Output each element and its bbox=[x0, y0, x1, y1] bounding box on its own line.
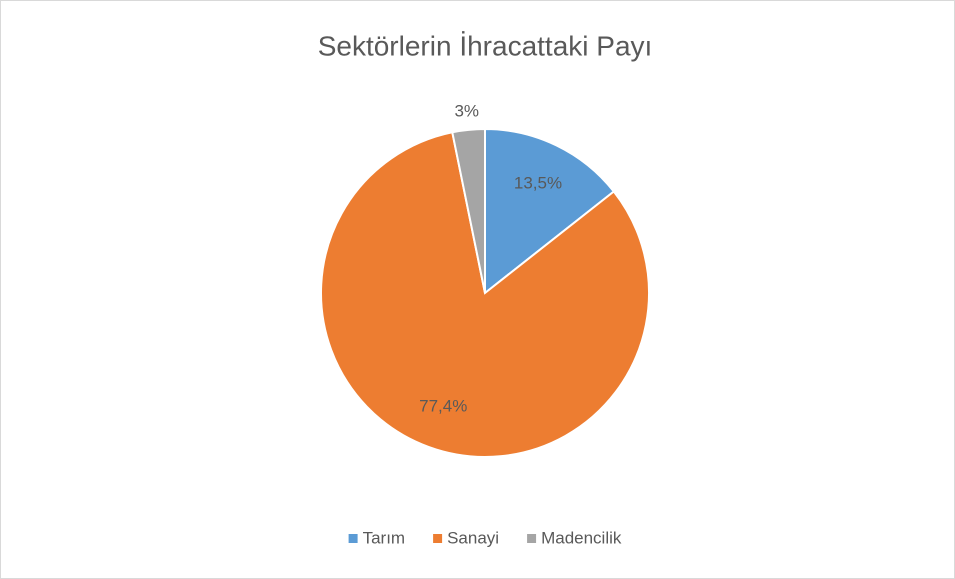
legend-marker bbox=[527, 534, 537, 543]
data-label: 13,5% bbox=[514, 173, 562, 192]
legend-label: Madencilik bbox=[541, 528, 622, 547]
pie-slice bbox=[320, 131, 650, 458]
chart-title: Sektörlerin İhracattaki Payı bbox=[318, 30, 653, 61]
data-label: 3% bbox=[454, 101, 479, 120]
pie-slice bbox=[451, 127, 486, 294]
legend-label: Tarım bbox=[363, 528, 406, 547]
legend-marker bbox=[433, 534, 443, 543]
legend-label: Sanayi bbox=[447, 528, 499, 547]
data-label: 77,4% bbox=[419, 396, 467, 415]
pie-slice bbox=[484, 127, 616, 296]
legend-marker bbox=[348, 534, 358, 543]
